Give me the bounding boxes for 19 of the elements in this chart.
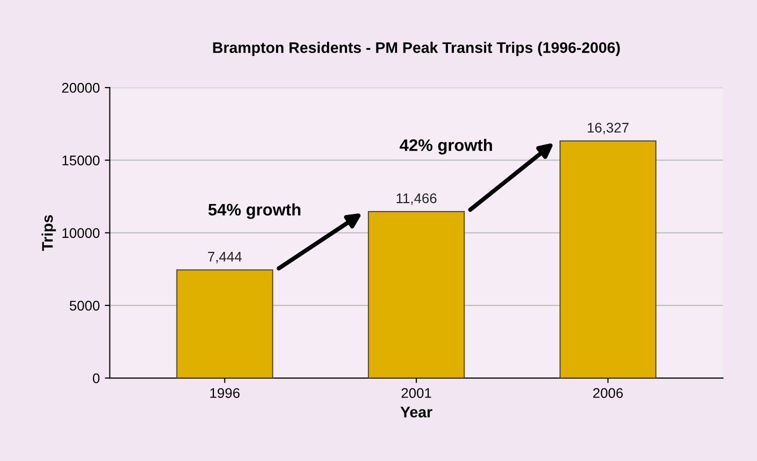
y-tick-label: 15000 (62, 156, 100, 166)
x-tick-label: 1996 (210, 388, 240, 398)
data-label: 16,327 (588, 122, 629, 134)
y-tick-label: 5000 (70, 300, 100, 311)
y-tick-label: 20000 (62, 82, 100, 93)
y-tick-label: 10000 (62, 228, 100, 238)
chart-title: Brampton Residents - PM Peak Transit Trips (1996-2006) (213, 42, 620, 56)
y-tick-label: 0 (92, 373, 100, 384)
x-tick-label: 2006 (593, 388, 623, 398)
annotation: 42% growth (400, 138, 492, 154)
y-axis-title: Trips (42, 215, 56, 251)
data-label: 7,444 (208, 252, 242, 264)
bar (368, 210, 465, 378)
bar (176, 269, 274, 378)
x-axis-title: Year (400, 406, 432, 418)
x-tick-label: 2001 (402, 388, 432, 398)
data-label: 11,466 (396, 193, 436, 205)
bar (560, 140, 656, 378)
annotation: 54% growth (208, 203, 300, 219)
